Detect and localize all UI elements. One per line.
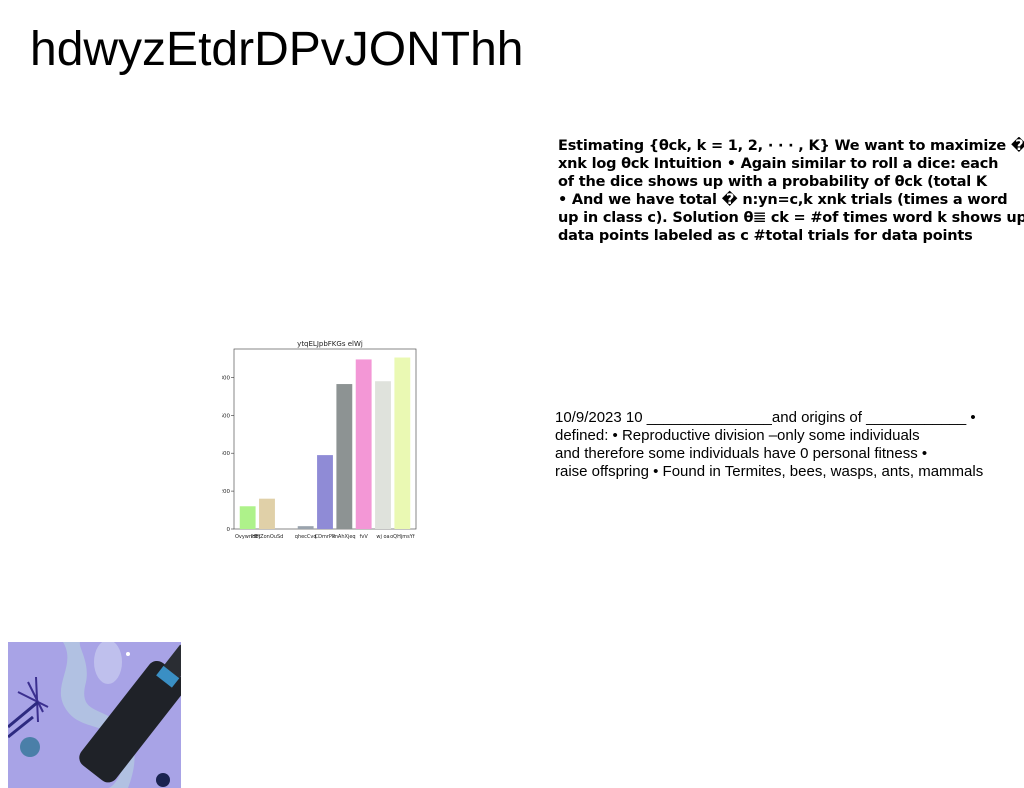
text-line: of the dice shows up with a probability … (558, 174, 987, 190)
text-line: 10/9/2023 10 _______________and origins … (555, 409, 976, 426)
text-line: xnk log θck Intuition • Again similar to… (558, 156, 999, 172)
text-line: • And we have total � n:yn=c,k xnk trial… (558, 192, 1008, 208)
ribbon-shape (60, 642, 135, 788)
bar-5 (336, 384, 353, 529)
text-line: up in class c). Solution θ𝌆 ck = #of tim… (558, 210, 1024, 226)
ornament-shape (20, 737, 40, 757)
glass-shape (94, 642, 122, 684)
text-line: Estimating {θck, k = 1, 2, · · · , K} We… (558, 138, 1024, 154)
bar-group (239, 357, 411, 529)
text-line: and therefore some individuals have 0 pe… (555, 445, 928, 462)
text-line: raise offspring • Found in Termites, bee… (555, 463, 984, 480)
x-tick-label: Ovywndbt (235, 534, 260, 540)
sparkle-shape (126, 652, 130, 656)
text-block-origins: 10/9/2023 10 _______________and origins … (555, 409, 1024, 481)
bar-7 (375, 381, 391, 529)
y-tick-label: 0 (227, 527, 231, 533)
x-tick-label: CDmrPR (315, 534, 336, 540)
celebration-photo (8, 642, 181, 788)
bar-4 (317, 455, 333, 529)
streamers-shape (17, 676, 49, 723)
y-tick-label: 200 (222, 489, 230, 495)
page-title: hdwyzEtdrDPvJONThh (30, 23, 524, 76)
bar-1 (259, 498, 275, 529)
bar-6 (355, 359, 372, 529)
chart-title: ytqELJpbFKGs elWj (297, 340, 363, 348)
x-tick-label: qhecCvq (295, 534, 317, 540)
y-tick-label: 400 (222, 451, 230, 457)
x-tick-label: IHFjZonOuSd (251, 534, 284, 540)
text-block-estimating: Estimating {θck, k = 1, 2, · · · , K} We… (558, 137, 1024, 245)
bar-3 (297, 526, 314, 529)
party-horn-shape (8, 700, 39, 739)
bottle-label-shape (156, 665, 180, 688)
party-celebration-photo (8, 642, 181, 788)
y-tick-label: 800 (222, 375, 230, 381)
bar-8 (394, 357, 411, 529)
x-tick-label: mAhXjeq (333, 534, 356, 540)
y-tick-label: 600 (222, 413, 230, 419)
text-line: data points labeled as c #total trials f… (558, 228, 973, 244)
x-tick-label: wj oa (376, 534, 389, 540)
text-line: defined: • Reproductive division –only s… (555, 427, 920, 444)
bar-chart: ytqELJpbFKGs elWj 0 200 400 600 800 Ovywndbt… (220, 336, 426, 546)
y-axis: 0 200 400 600 800 (220, 375, 234, 533)
bar-chart-svg: ytqELJpbFKGs elWj 0 200 400 600 800 Ovywndbt… (220, 340, 417, 540)
ornament-shape (156, 773, 170, 787)
bar-0 (239, 506, 256, 529)
bottle-shape (79, 660, 181, 783)
x-tick-label: fvV (360, 534, 369, 540)
x-tick-label: oQHjmsYf (390, 534, 415, 540)
